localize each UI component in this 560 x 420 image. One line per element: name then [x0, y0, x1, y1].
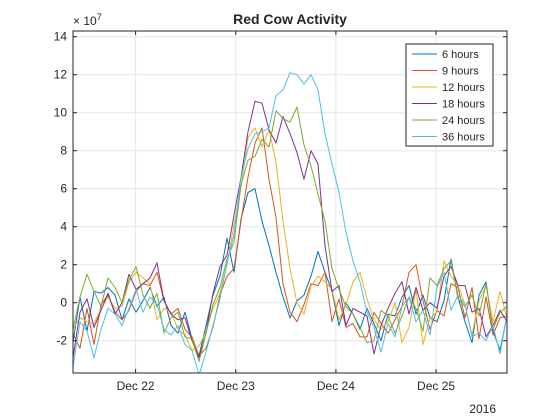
- legend-label: 18 hours: [442, 99, 485, 111]
- legend-label: 6 hours: [442, 49, 479, 61]
- chart-title: Red Cow Activity: [233, 11, 347, 27]
- x-tick-label: Dec 22: [117, 379, 155, 393]
- y-exponent-label: × 107: [73, 12, 102, 28]
- y-tick-label: 14: [54, 30, 68, 44]
- series-line-6-hours: [73, 188, 507, 357]
- x-tick-label: Dec 23: [217, 379, 255, 393]
- x-tick-label: Dec 24: [317, 379, 355, 393]
- y-tick-label: 10: [54, 106, 68, 120]
- y-tick-label: 12: [54, 68, 68, 82]
- legend-box: [405, 43, 494, 147]
- y-exponent-base: × 10: [73, 14, 97, 28]
- y-tick-label: 8: [60, 144, 67, 158]
- series-line-24-hours: [73, 106, 507, 363]
- y-tick-label: 6: [60, 182, 67, 196]
- legend-entries: 6 hours 9 hours 12 hours 18 hours 24 hours 36…: [412, 49, 485, 144]
- series-line-12-hours: [73, 127, 507, 351]
- y-tick-label: 2: [60, 258, 67, 272]
- legend-label: 9 hours: [442, 66, 479, 78]
- series-line-9-hours: [73, 127, 507, 357]
- axis-ticks: -2 0 2 4 6 8 10 12 14 Dec 22 Dec 23 Dec 24 Dec 25: [54, 30, 507, 393]
- legend-label: 36 hours: [442, 132, 485, 144]
- y-tick-label: 0: [60, 296, 67, 310]
- y-tick-label: -2: [56, 334, 67, 348]
- y-exponent-power: 7: [97, 12, 102, 22]
- legend-label: 24 hours: [442, 115, 485, 127]
- axes-box: [72, 30, 508, 374]
- x-tick-label: Dec 25: [417, 379, 455, 393]
- y-tick-label: 4: [60, 220, 67, 234]
- legend-label: 12 hours: [442, 82, 485, 94]
- x-year-label: 2016: [469, 402, 496, 416]
- legend: 6 hours 9 hours 12 hours 18 hours 24 hours 36…: [405, 43, 494, 147]
- series-lines: [73, 72, 507, 373]
- series-line-36-hours: [73, 72, 507, 373]
